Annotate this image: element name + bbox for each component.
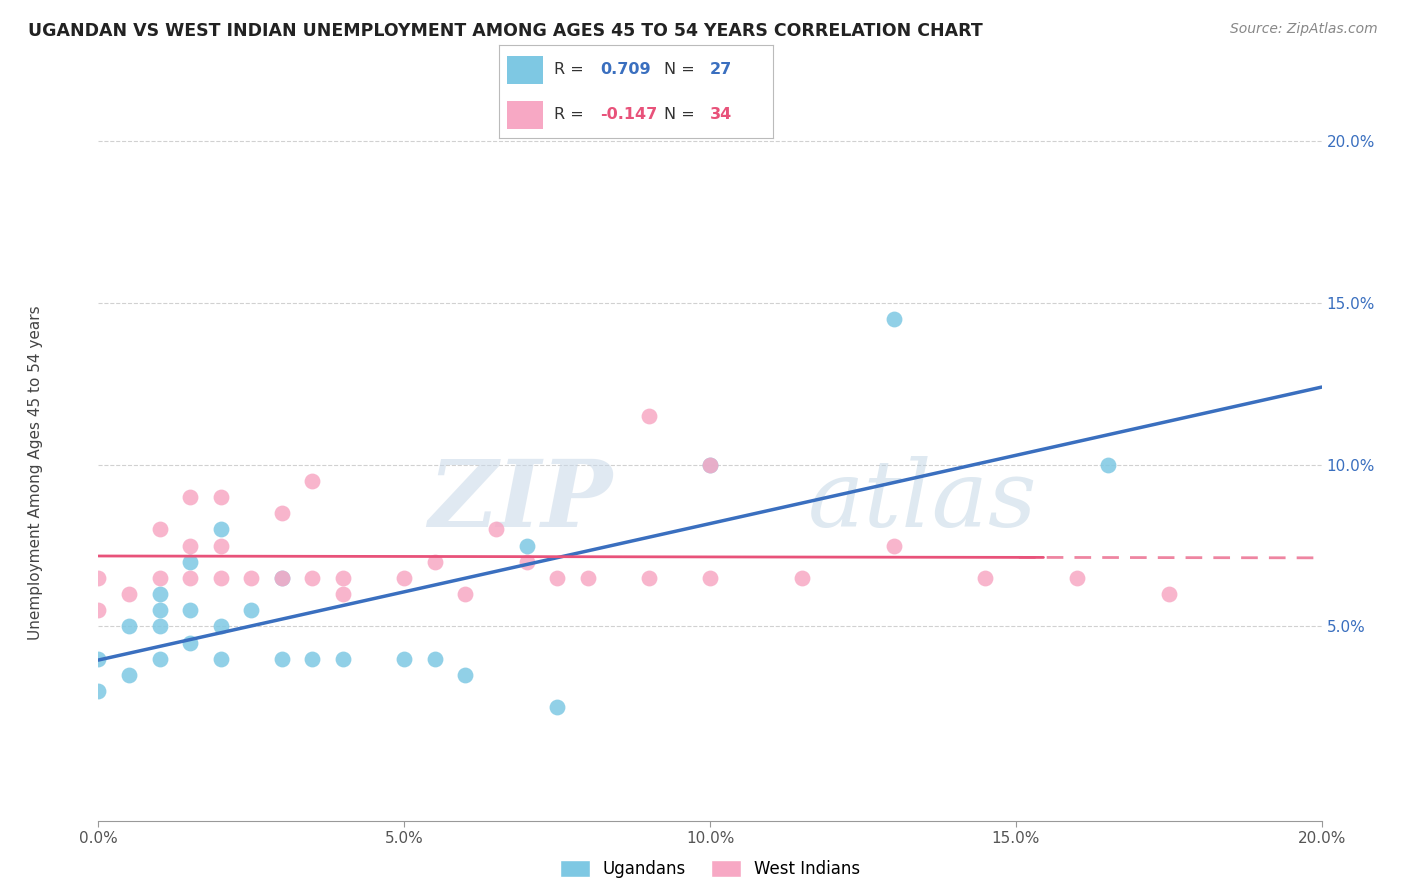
Point <box>423 652 446 666</box>
Text: ZIP: ZIP <box>427 456 612 546</box>
Legend: Ugandans, West Indians: Ugandans, West Indians <box>560 860 860 879</box>
Point <box>209 619 232 633</box>
Point <box>546 700 568 714</box>
Point <box>332 652 354 666</box>
Point <box>790 571 813 585</box>
Point <box>179 555 201 569</box>
Point <box>240 571 263 585</box>
Point <box>149 571 172 585</box>
Point <box>699 571 721 585</box>
Point <box>270 571 292 585</box>
Text: Source: ZipAtlas.com: Source: ZipAtlas.com <box>1230 22 1378 37</box>
Point <box>87 571 110 585</box>
Text: 0.709: 0.709 <box>600 62 651 78</box>
Text: atlas: atlas <box>808 456 1038 546</box>
Point <box>332 587 354 601</box>
Point <box>883 539 905 553</box>
Point <box>301 474 323 488</box>
Point <box>301 571 323 585</box>
Point <box>149 522 172 536</box>
Point <box>637 571 661 585</box>
Text: Unemployment Among Ages 45 to 54 years: Unemployment Among Ages 45 to 54 years <box>28 305 42 640</box>
Point <box>149 652 172 666</box>
Point <box>240 603 263 617</box>
Point <box>87 603 110 617</box>
Text: R =: R = <box>554 107 589 122</box>
Point <box>118 619 141 633</box>
Point <box>485 522 508 536</box>
Text: 34: 34 <box>710 107 733 122</box>
Point <box>270 506 292 520</box>
Point <box>423 555 446 569</box>
Point <box>974 571 997 585</box>
Point <box>179 603 201 617</box>
Point <box>209 652 232 666</box>
Point <box>392 571 416 585</box>
Point <box>179 490 201 504</box>
Point <box>392 652 416 666</box>
Point <box>149 587 172 601</box>
Text: N =: N = <box>664 62 700 78</box>
Point <box>332 571 354 585</box>
Point <box>1066 571 1088 585</box>
Point <box>516 555 538 569</box>
Point <box>699 458 721 472</box>
Text: N =: N = <box>664 107 700 122</box>
Point <box>209 539 232 553</box>
Point <box>87 652 110 666</box>
Point <box>1157 587 1180 601</box>
Point <box>209 571 232 585</box>
Text: 27: 27 <box>710 62 733 78</box>
Point <box>546 571 568 585</box>
Point <box>270 571 292 585</box>
Point <box>699 458 721 472</box>
Point <box>118 587 141 601</box>
Point <box>179 635 201 649</box>
Point <box>270 652 292 666</box>
Point <box>149 603 172 617</box>
Point <box>87 684 110 698</box>
Point <box>516 539 538 553</box>
Point <box>179 571 201 585</box>
Text: -0.147: -0.147 <box>600 107 658 122</box>
FancyBboxPatch shape <box>508 56 543 84</box>
Point <box>883 312 905 326</box>
Point <box>209 490 232 504</box>
Text: UGANDAN VS WEST INDIAN UNEMPLOYMENT AMONG AGES 45 TO 54 YEARS CORRELATION CHART: UGANDAN VS WEST INDIAN UNEMPLOYMENT AMON… <box>28 22 983 40</box>
Point <box>454 668 477 682</box>
Point <box>301 652 323 666</box>
Point <box>637 409 661 424</box>
FancyBboxPatch shape <box>508 101 543 129</box>
Point <box>576 571 599 585</box>
Point <box>209 522 232 536</box>
Point <box>454 587 477 601</box>
Point <box>149 619 172 633</box>
Point <box>1097 458 1119 472</box>
Point <box>179 539 201 553</box>
Point <box>118 668 141 682</box>
Text: R =: R = <box>554 62 589 78</box>
